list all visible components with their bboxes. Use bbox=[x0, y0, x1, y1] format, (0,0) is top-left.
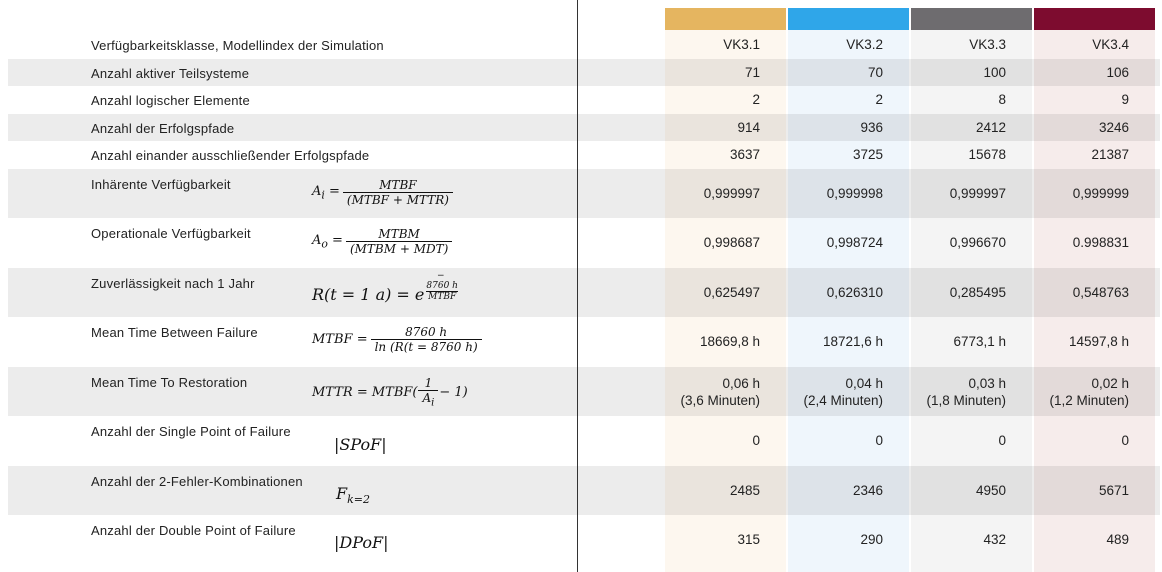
table-cell: 15678 bbox=[968, 147, 1006, 162]
cell-subvalue: (3,6 Minuten) bbox=[680, 392, 760, 408]
table-cell: 0 bbox=[1121, 433, 1129, 448]
table-cell: 2346 bbox=[852, 482, 883, 498]
formula-inherent-availability: Ai = MTBF (MTBF + MTTR) bbox=[312, 178, 456, 207]
table-cell: 0.998831 bbox=[1072, 235, 1129, 250]
table-cell: 14597,8 h bbox=[1068, 334, 1129, 349]
table-cell: 0,548763 bbox=[1072, 284, 1129, 300]
row-label: Anzahl logischer Elemente bbox=[91, 93, 250, 108]
column-tint bbox=[788, 30, 909, 572]
table-cell: 489 bbox=[1106, 532, 1129, 547]
table-cell: 0,626310 bbox=[826, 284, 883, 300]
table-cell: 2 bbox=[875, 92, 883, 107]
table-cell: 0,998724 bbox=[826, 235, 883, 250]
table-cell: 290 bbox=[860, 532, 883, 547]
row-label: Anzahl aktiver Teilsysteme bbox=[91, 66, 250, 81]
table-cell: 18721,6 h bbox=[822, 334, 883, 349]
row-label: Anzahl der Double Point of Failure bbox=[91, 523, 296, 538]
table-cell: VK3.1 bbox=[723, 37, 760, 52]
formula-spof: |SPoF| bbox=[334, 435, 387, 454]
table-cell: VK3.2 bbox=[846, 37, 883, 52]
table-cell: 0,998687 bbox=[703, 235, 760, 250]
formula-mttr: MTTR = MTBF( 1 Ai − 1) bbox=[312, 376, 468, 409]
table-cell: 2 bbox=[752, 92, 760, 107]
table-cell: 100 bbox=[983, 64, 1006, 80]
table-cell: 914 bbox=[737, 119, 760, 135]
row-label: Operationale Verfügbarkeit bbox=[91, 226, 251, 241]
column-color-header bbox=[665, 8, 786, 30]
row-label: Anzahl der 2-Fehler-Kombinationen bbox=[91, 474, 303, 489]
row-label: Anzahl der Single Point of Failure bbox=[91, 424, 291, 439]
table-cell: 3246 bbox=[1098, 119, 1129, 135]
table-cell: 4950 bbox=[975, 482, 1006, 498]
table-cell: 0,06 h (3,6 Minuten) bbox=[665, 375, 760, 409]
table-cell: 2485 bbox=[729, 482, 760, 498]
cell-value: 0,02 h bbox=[1091, 375, 1129, 391]
table-cell: 71 bbox=[744, 64, 760, 80]
table-cell: 0 bbox=[875, 433, 883, 448]
column-tint bbox=[665, 30, 786, 572]
row-label: Zuverlässigkeit nach 1 Jahr bbox=[91, 276, 255, 291]
formula-reliability: R(t = 1 a) = e − 8760 h MTBF bbox=[312, 271, 459, 304]
table-cell: 936 bbox=[860, 119, 883, 135]
table-cell: 0,02 h (1,2 Minuten) bbox=[1034, 375, 1129, 409]
cell-value: 0,06 h bbox=[722, 375, 760, 391]
formula-operational-availability: Ao = MTBM (MTBM + MDT) bbox=[312, 227, 455, 256]
column-divider bbox=[577, 0, 578, 572]
row-label: Anzahl der Erfolgspfade bbox=[91, 121, 235, 136]
cell-value: 0,03 h bbox=[968, 375, 1006, 391]
table-cell: 0,999999 bbox=[1072, 185, 1129, 201]
formula-dpof: |DPoF| bbox=[334, 533, 389, 552]
cell-subvalue: (2,4 Minuten) bbox=[803, 392, 883, 408]
table-cell: 0,999998 bbox=[826, 185, 883, 201]
table-cell: 0,04 h (2,4 Minuten) bbox=[788, 375, 883, 409]
table-cell: 3725 bbox=[852, 147, 883, 162]
table-cell: VK3.4 bbox=[1092, 37, 1129, 52]
table-cell: 0,285495 bbox=[949, 284, 1006, 300]
table-cell: 315 bbox=[737, 532, 760, 547]
table-cell: VK3.3 bbox=[969, 37, 1006, 52]
row-label: Verfügbarkeitsklasse, Modellindex der Si… bbox=[91, 38, 384, 53]
table-cell: 5671 bbox=[1098, 482, 1129, 498]
table-cell: 0,999997 bbox=[703, 185, 760, 201]
table-cell: 3637 bbox=[729, 147, 760, 162]
row-label: Inhärente Verfügbarkeit bbox=[91, 177, 231, 192]
table-cell: 0,03 h (1,8 Minuten) bbox=[911, 375, 1006, 409]
table-cell: 8 bbox=[998, 92, 1006, 107]
table-cell: 9 bbox=[1121, 92, 1129, 107]
column-tint bbox=[911, 30, 1032, 572]
column-tint bbox=[1034, 30, 1155, 572]
cell-value: 0,04 h bbox=[845, 375, 883, 391]
table-cell: 432 bbox=[983, 532, 1006, 547]
table-cell: 21387 bbox=[1091, 147, 1129, 162]
formula-fk2: Fk=2 bbox=[336, 484, 370, 507]
table-cell: 0,999997 bbox=[949, 185, 1006, 201]
table-cell: 0 bbox=[752, 433, 760, 448]
row-label: Mean Time To Restoration bbox=[91, 375, 248, 390]
cell-subvalue: (1,2 Minuten) bbox=[1049, 392, 1129, 408]
column-color-header bbox=[1034, 8, 1155, 30]
table-cell: 18669,8 h bbox=[699, 334, 760, 349]
table-cell: 0,996670 bbox=[949, 235, 1006, 250]
column-color-header bbox=[911, 8, 1032, 30]
cell-subvalue: (1,8 Minuten) bbox=[926, 392, 1006, 408]
formula-mtbf: MTBF = 8760 h ln (R(t = 8760 h) bbox=[312, 325, 485, 354]
column-color-header bbox=[788, 8, 909, 30]
table-cell: 0 bbox=[998, 433, 1006, 448]
table-cell: 106 bbox=[1106, 64, 1129, 80]
table-cell: 6773,1 h bbox=[953, 334, 1006, 349]
table-cell: 0,625497 bbox=[703, 284, 760, 300]
row-label: Mean Time Between Failure bbox=[91, 325, 258, 340]
table-cell: 2412 bbox=[975, 119, 1006, 135]
table-cell: 70 bbox=[867, 64, 883, 80]
row-label: Anzahl einander ausschließender Erfolgsp… bbox=[91, 148, 370, 163]
